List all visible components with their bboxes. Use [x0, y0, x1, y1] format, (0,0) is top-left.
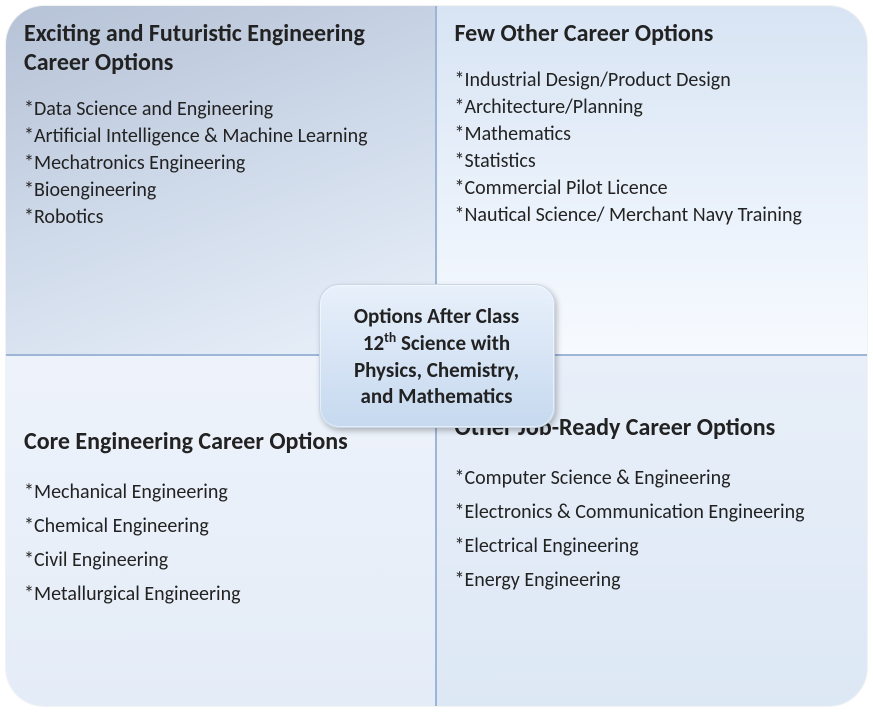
list-item: Computer Science & Engineering — [455, 461, 850, 495]
list-item: Electronics & Communication Engineering — [455, 495, 850, 529]
list-item: Nautical Science/ Merchant Navy Training — [455, 202, 850, 229]
list-item: Civil Engineering — [24, 543, 417, 577]
quadrant-title: Core Engineering Career Options — [24, 428, 417, 457]
quadrant-title: Exciting and Futuristic Engineering Care… — [24, 20, 417, 78]
list-item: Mechatronics Engineering — [24, 150, 417, 177]
list-item: Artificial Intelligence & Machine Learni… — [24, 123, 417, 150]
center-label: Options After Class 12th Science with Ph… — [319, 284, 555, 428]
list-item: Energy Engineering — [455, 563, 850, 597]
list-item: Metallurgical Engineering — [24, 577, 417, 611]
center-line: Physics, Chemistry, — [354, 357, 519, 383]
center-line: Options After Class — [354, 303, 519, 329]
quadrant-items: Data Science and EngineeringArtificial I… — [24, 96, 417, 231]
list-item: Architecture/Planning — [455, 94, 850, 121]
list-item: Mathematics — [455, 121, 850, 148]
quadrant-title: Few Other Career Options — [455, 20, 850, 49]
list-item: Data Science and Engineering — [24, 96, 417, 123]
list-item: Electrical Engineering — [455, 529, 850, 563]
list-item: Mechanical Engineering — [24, 475, 417, 509]
center-line: 12th Science with — [363, 330, 510, 356]
list-item: Robotics — [24, 204, 417, 231]
list-item: Chemical Engineering — [24, 509, 417, 543]
quadrant-container: Exciting and Futuristic Engineering Care… — [6, 6, 867, 706]
quadrant-items: Mechanical EngineeringChemical Engineeri… — [24, 475, 417, 611]
list-item: Statistics — [455, 148, 850, 175]
list-item: Industrial Design/Product Design — [455, 67, 850, 94]
list-item: Commercial Pilot Licence — [455, 175, 850, 202]
list-item: Bioengineering — [24, 177, 417, 204]
center-line: and Mathematics — [360, 383, 512, 409]
quadrant-items: Industrial Design/Product DesignArchitec… — [455, 67, 850, 229]
quadrant-items: Computer Science & EngineeringElectronic… — [455, 461, 850, 597]
